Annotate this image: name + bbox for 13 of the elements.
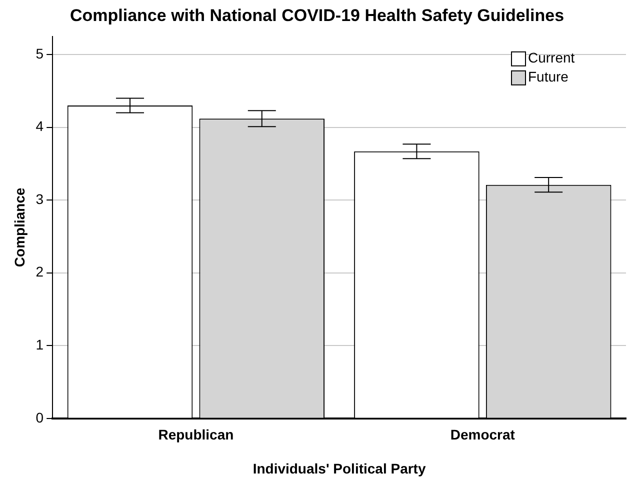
x-tick-label: Republican — [158, 426, 234, 443]
y-axis-title: Compliance — [11, 188, 28, 268]
y-tick-label: 2 — [36, 264, 44, 280]
y-tick-label: 4 — [36, 118, 44, 134]
legend-label: Future — [528, 68, 569, 84]
legend-label: Current — [528, 49, 575, 66]
y-tick-label: 1 — [36, 336, 44, 352]
x-tick-label: Democrat — [450, 426, 516, 443]
y-tick-label: 5 — [36, 45, 44, 62]
chart-title: Compliance with National COVID-19 Health Safety Guidelines — [70, 6, 564, 25]
y-tick-label: 0 — [36, 409, 44, 426]
x-axis-title: Individuals' Political Party — [252, 460, 426, 476]
y-tick-label: 3 — [36, 190, 44, 207]
